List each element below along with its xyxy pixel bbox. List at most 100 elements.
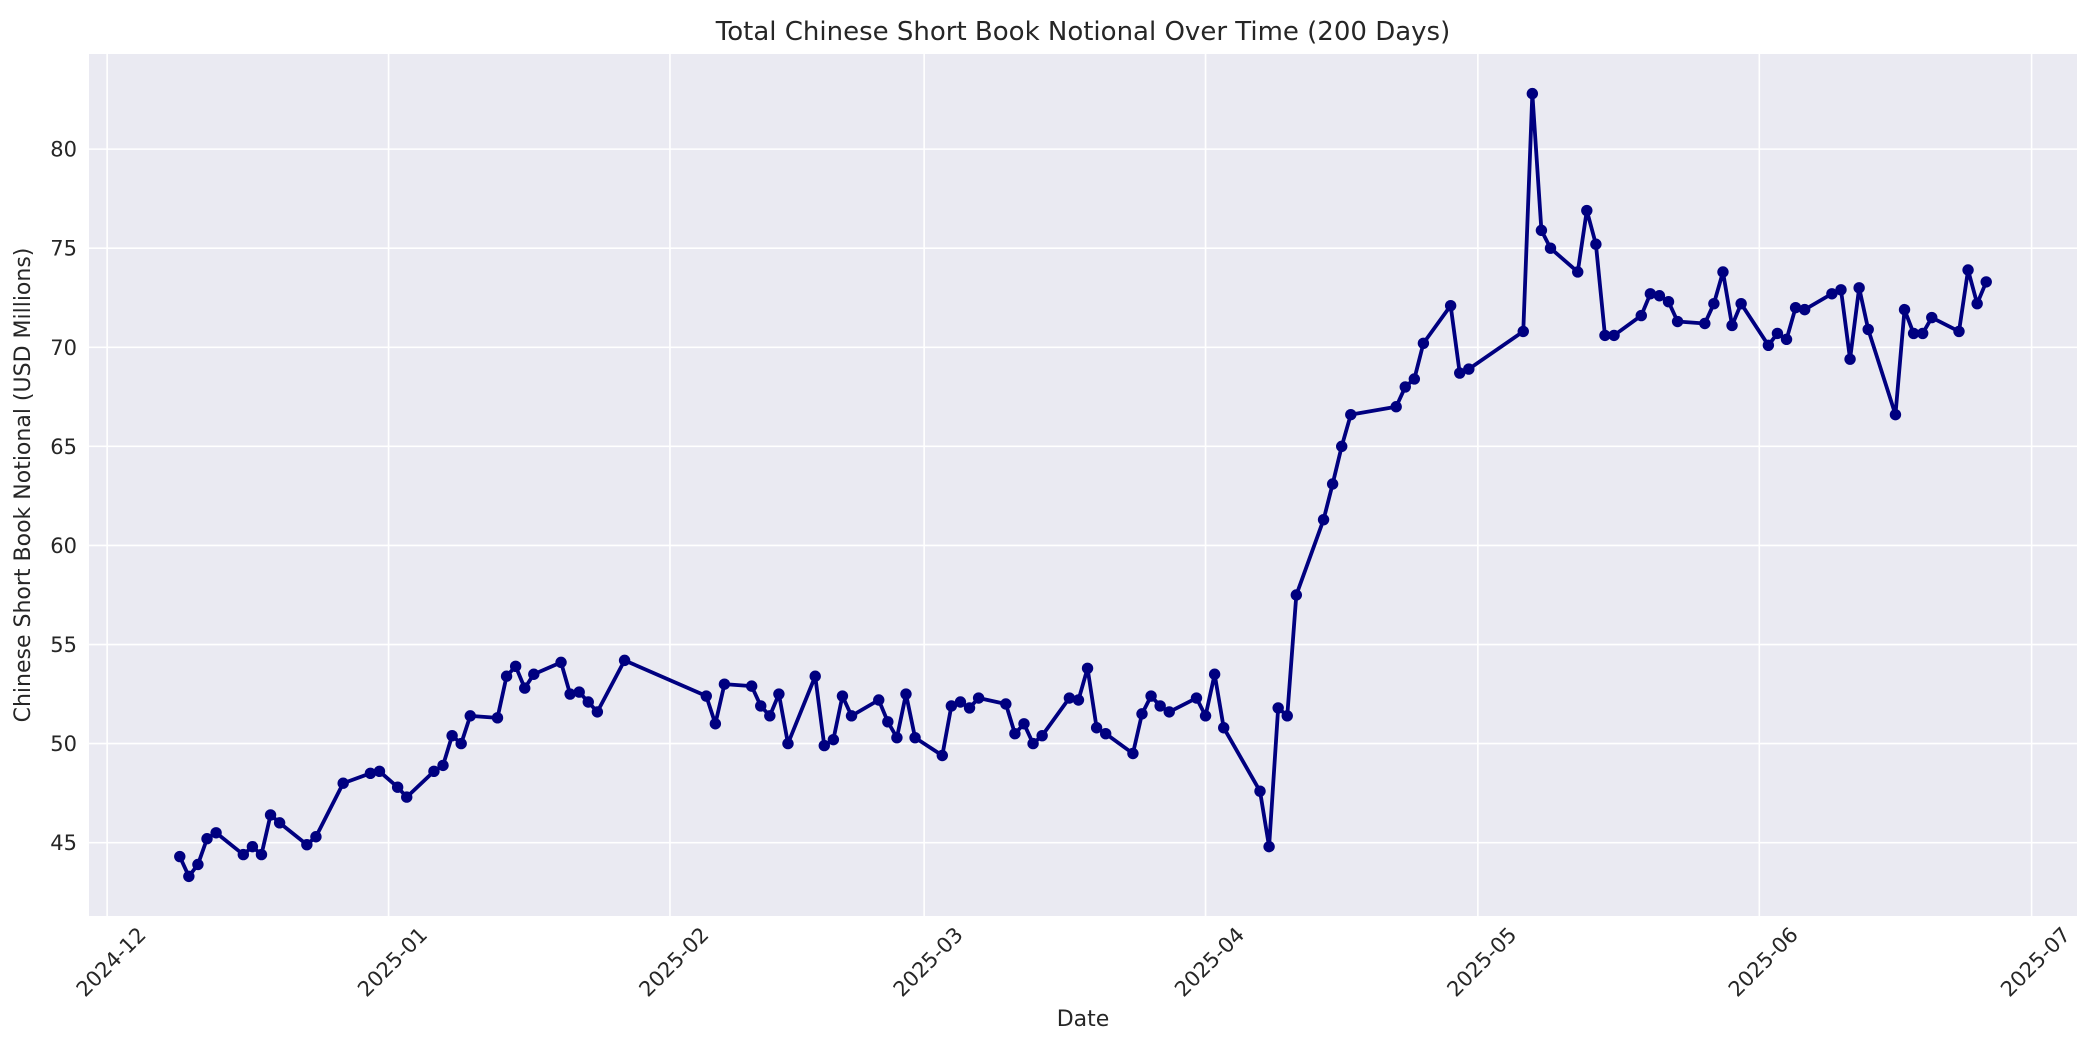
data-point-marker [873,694,885,706]
data-point-marker [519,682,531,694]
data-point-marker [1535,224,1548,237]
data-point-marker [1290,589,1303,601]
y-axis-label: Chinese Short Book Notional (USD Million… [11,248,36,723]
data-point-marker [1599,329,1611,342]
data-point-marker [1671,315,1684,328]
data-point-marker [809,670,821,682]
data-point-marker [509,660,522,673]
data-point-marker [1853,282,1865,294]
data-point-marker [1980,276,1992,288]
data-point-marker [718,678,731,690]
data-point-marker [1971,297,1983,310]
data-point-marker [1090,722,1103,734]
y-tick-label: 50 [50,732,77,756]
data-point-marker [1699,317,1711,330]
data-point-marker [1798,303,1811,316]
data-point-marker [764,710,776,722]
data-point-marker [1190,692,1203,704]
y-tick-label: 80 [50,138,77,162]
data-point-marker [1907,327,1920,340]
x-tick-label: 2025-06 [1724,923,1803,1002]
data-point-marker [1272,702,1284,714]
data-point-marker [1345,408,1357,421]
data-point-marker [1572,266,1584,278]
data-point-marker [891,731,903,744]
data-point-marker [210,827,222,839]
data-point-marker [1916,327,1929,340]
data-point-marker [1072,694,1085,706]
y-tick-label: 45 [50,831,77,855]
data-point-marker [310,831,322,843]
data-point-marker [1844,353,1856,365]
data-point-marker [1463,363,1475,375]
data-point-marker [528,668,540,680]
data-point-marker [1136,708,1148,720]
data-point-marker [364,767,377,780]
data-point-marker [1662,296,1675,308]
data-point-marker [455,737,467,750]
data-point-marker [1208,668,1221,680]
data-point-marker [437,759,449,772]
data-point-marker [618,654,631,667]
x-tick-label: 2025-07 [1996,923,2075,1002]
data-point-marker [882,716,894,728]
data-point-marker [446,729,458,742]
data-point-marker [1408,373,1421,385]
data-point-marker [1326,478,1339,490]
data-point-marker [1444,299,1457,312]
data-point-marker [1635,309,1647,322]
data-point-marker [1027,737,1039,750]
y-tick-label: 55 [50,633,77,657]
data-point-marker [246,840,259,853]
x-tick-label: 2025-02 [634,923,713,1002]
data-point-marker [491,712,504,724]
data-point-marker [201,833,213,845]
data-point-marker [1726,319,1738,332]
data-point-marker [1281,710,1293,722]
data-point-marker [782,737,794,750]
data-point-marker [1390,401,1402,413]
data-point-marker [1154,700,1166,712]
data-point-marker [909,731,921,744]
data-point-marker [255,848,268,861]
data-point-marker [1009,727,1021,740]
grid-layer [89,54,2077,916]
data-point-marker [1762,339,1775,351]
x-tick-label: 2025-03 [889,923,968,1002]
data-point-marker [1526,87,1539,100]
chart-title: Total Chinese Short Book Notional Over T… [715,17,1450,47]
data-point-marker [818,739,830,752]
plot-area [89,54,2077,916]
data-point-marker [1218,722,1230,734]
data-point-marker [500,670,513,682]
data-point-marker [582,696,594,708]
data-point-marker [1263,840,1275,853]
series-layer [174,87,1992,883]
data-point-marker [1544,242,1557,254]
data-point-marker [954,696,967,708]
data-point-marker [963,702,976,714]
data-point-marker [745,680,758,692]
data-point-marker [900,688,912,700]
data-point-marker [1708,297,1720,310]
data-point-marker [1254,785,1266,797]
data-point-marker [1163,706,1175,718]
data-point-marker [1336,440,1348,453]
data-point-marker [192,858,204,871]
data-point-marker [1199,710,1212,722]
data-point-marker [301,838,313,851]
data-point-marker [391,781,404,793]
data-point-marker [564,688,576,700]
data-point-marker [1889,408,1902,421]
data-point-marker [700,690,712,702]
data-point-marker [1771,327,1784,340]
x-tick-label: 2024-12 [72,923,151,1002]
data-point-marker [264,809,277,821]
data-point-marker [1454,367,1466,379]
y-tick-label: 75 [50,237,77,261]
data-point-marker [1789,301,1802,314]
data-point-marker [1581,204,1593,217]
data-point-marker [555,656,567,669]
data-point-marker [936,749,948,762]
